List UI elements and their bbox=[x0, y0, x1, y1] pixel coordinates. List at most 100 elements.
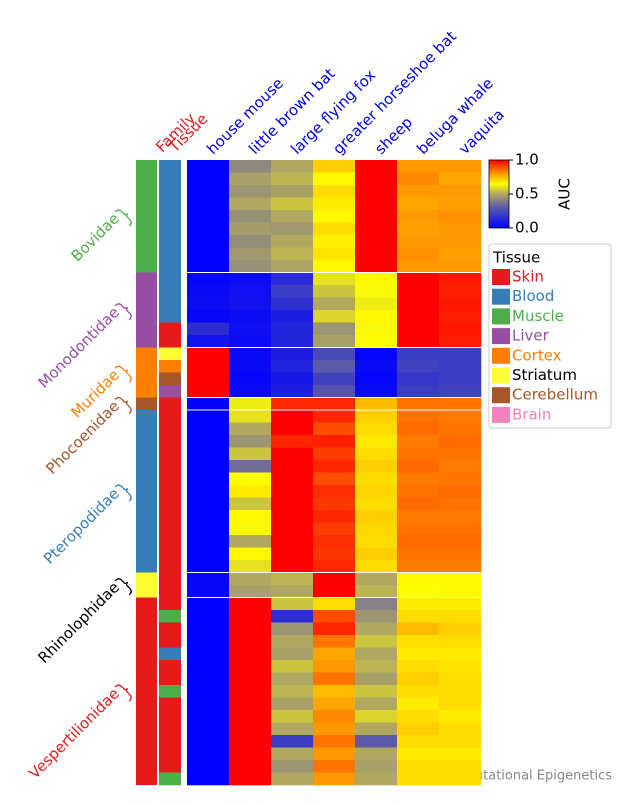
heat-cell bbox=[229, 235, 272, 248]
heat-cell bbox=[397, 560, 440, 573]
heat-cell bbox=[439, 772, 482, 786]
tissue-cell bbox=[159, 685, 181, 698]
heat-cell bbox=[355, 435, 398, 448]
heat-cell bbox=[187, 160, 230, 173]
family-cell bbox=[136, 160, 157, 273]
heat-cell bbox=[439, 622, 482, 636]
heat-cell bbox=[313, 710, 356, 723]
heat-cell bbox=[229, 672, 272, 686]
heat-cell bbox=[439, 735, 482, 748]
heat-cell bbox=[439, 210, 482, 223]
heat-cell bbox=[229, 735, 272, 748]
heat-cell bbox=[355, 572, 398, 586]
heat-cell bbox=[355, 185, 398, 198]
heat-cell bbox=[313, 585, 356, 598]
heat-cell bbox=[439, 247, 482, 261]
heat-cell bbox=[229, 722, 272, 736]
heat-cell bbox=[313, 447, 356, 461]
tissue-cell bbox=[159, 672, 181, 686]
heat-cell bbox=[313, 160, 356, 173]
heat-cell bbox=[397, 647, 440, 661]
legend-swatch bbox=[492, 288, 510, 305]
tissue-cell bbox=[159, 572, 181, 586]
family-cell bbox=[136, 572, 157, 598]
heat-cell bbox=[355, 247, 398, 261]
tissue-cell bbox=[159, 210, 181, 223]
heat-cell bbox=[271, 247, 314, 261]
legend-label: Cortex bbox=[512, 346, 562, 364]
heat-cell bbox=[187, 610, 230, 623]
tissue-cell bbox=[159, 222, 181, 236]
heat-cell bbox=[313, 285, 356, 298]
heat-cell bbox=[271, 310, 314, 323]
heat-cell bbox=[271, 272, 314, 286]
tissue-cell bbox=[159, 547, 181, 561]
heat-cell bbox=[439, 422, 482, 436]
heat-cell bbox=[355, 585, 398, 598]
heat-cell bbox=[229, 610, 272, 623]
heat-cell bbox=[439, 272, 482, 286]
heat-cell bbox=[355, 322, 398, 336]
heat-cell bbox=[313, 247, 356, 261]
heat-cell bbox=[271, 222, 314, 236]
heat-cell bbox=[355, 460, 398, 473]
heat-cell bbox=[271, 447, 314, 461]
tissue-cell bbox=[159, 435, 181, 448]
tissue-cell bbox=[159, 472, 181, 486]
heat-cell bbox=[229, 560, 272, 573]
heat-cell bbox=[397, 422, 440, 436]
heat-cell bbox=[313, 547, 356, 561]
heat-cell bbox=[397, 272, 440, 286]
heat-cell bbox=[313, 310, 356, 323]
heat-cell bbox=[397, 385, 440, 398]
heat-cell bbox=[439, 335, 482, 348]
heat-cell bbox=[439, 447, 482, 461]
tissue-cell bbox=[159, 460, 181, 473]
heat-cell bbox=[355, 235, 398, 248]
heat-cell bbox=[439, 435, 482, 448]
tissue-cell bbox=[159, 247, 181, 261]
family-label: Bovidae bbox=[68, 210, 123, 265]
heat-cell bbox=[229, 185, 272, 198]
heat-cell bbox=[187, 760, 230, 773]
heat-cell bbox=[397, 435, 440, 448]
heat-cell bbox=[229, 547, 272, 561]
heat-cell bbox=[355, 597, 398, 611]
heat-cell bbox=[229, 285, 272, 298]
heat-cell bbox=[187, 297, 230, 311]
heat-cell bbox=[229, 385, 272, 398]
heat-cell bbox=[187, 535, 230, 548]
heat-cell bbox=[397, 397, 440, 411]
tissue-cell bbox=[159, 197, 181, 211]
heat-cell bbox=[355, 772, 398, 786]
heat-cell bbox=[355, 272, 398, 286]
heat-cell bbox=[187, 260, 230, 273]
heat-cell bbox=[313, 597, 356, 611]
heat-cell bbox=[355, 360, 398, 373]
heat-cell bbox=[439, 385, 482, 398]
heat-cell bbox=[187, 385, 230, 398]
heat-cell bbox=[271, 572, 314, 586]
heat-cell bbox=[271, 510, 314, 523]
heat-cell bbox=[313, 435, 356, 448]
heat-cell bbox=[187, 397, 230, 411]
tissue-cell bbox=[159, 585, 181, 598]
heat-cell bbox=[229, 522, 272, 536]
heat-cell bbox=[271, 197, 314, 211]
heat-cell bbox=[229, 222, 272, 236]
heat-cell bbox=[439, 410, 482, 423]
heat-cell bbox=[187, 522, 230, 536]
heat-cell bbox=[187, 585, 230, 598]
legend-box bbox=[488, 243, 612, 429]
heat-cell bbox=[271, 597, 314, 611]
heat-cell bbox=[271, 360, 314, 373]
family-brace bbox=[114, 396, 132, 415]
heat-cell bbox=[271, 410, 314, 423]
heat-cell bbox=[355, 547, 398, 561]
heat-cell bbox=[397, 672, 440, 686]
heat-cell bbox=[397, 322, 440, 336]
legend-title: Tissue bbox=[492, 249, 540, 267]
heat-cell bbox=[439, 460, 482, 473]
heat-cell bbox=[313, 572, 356, 586]
